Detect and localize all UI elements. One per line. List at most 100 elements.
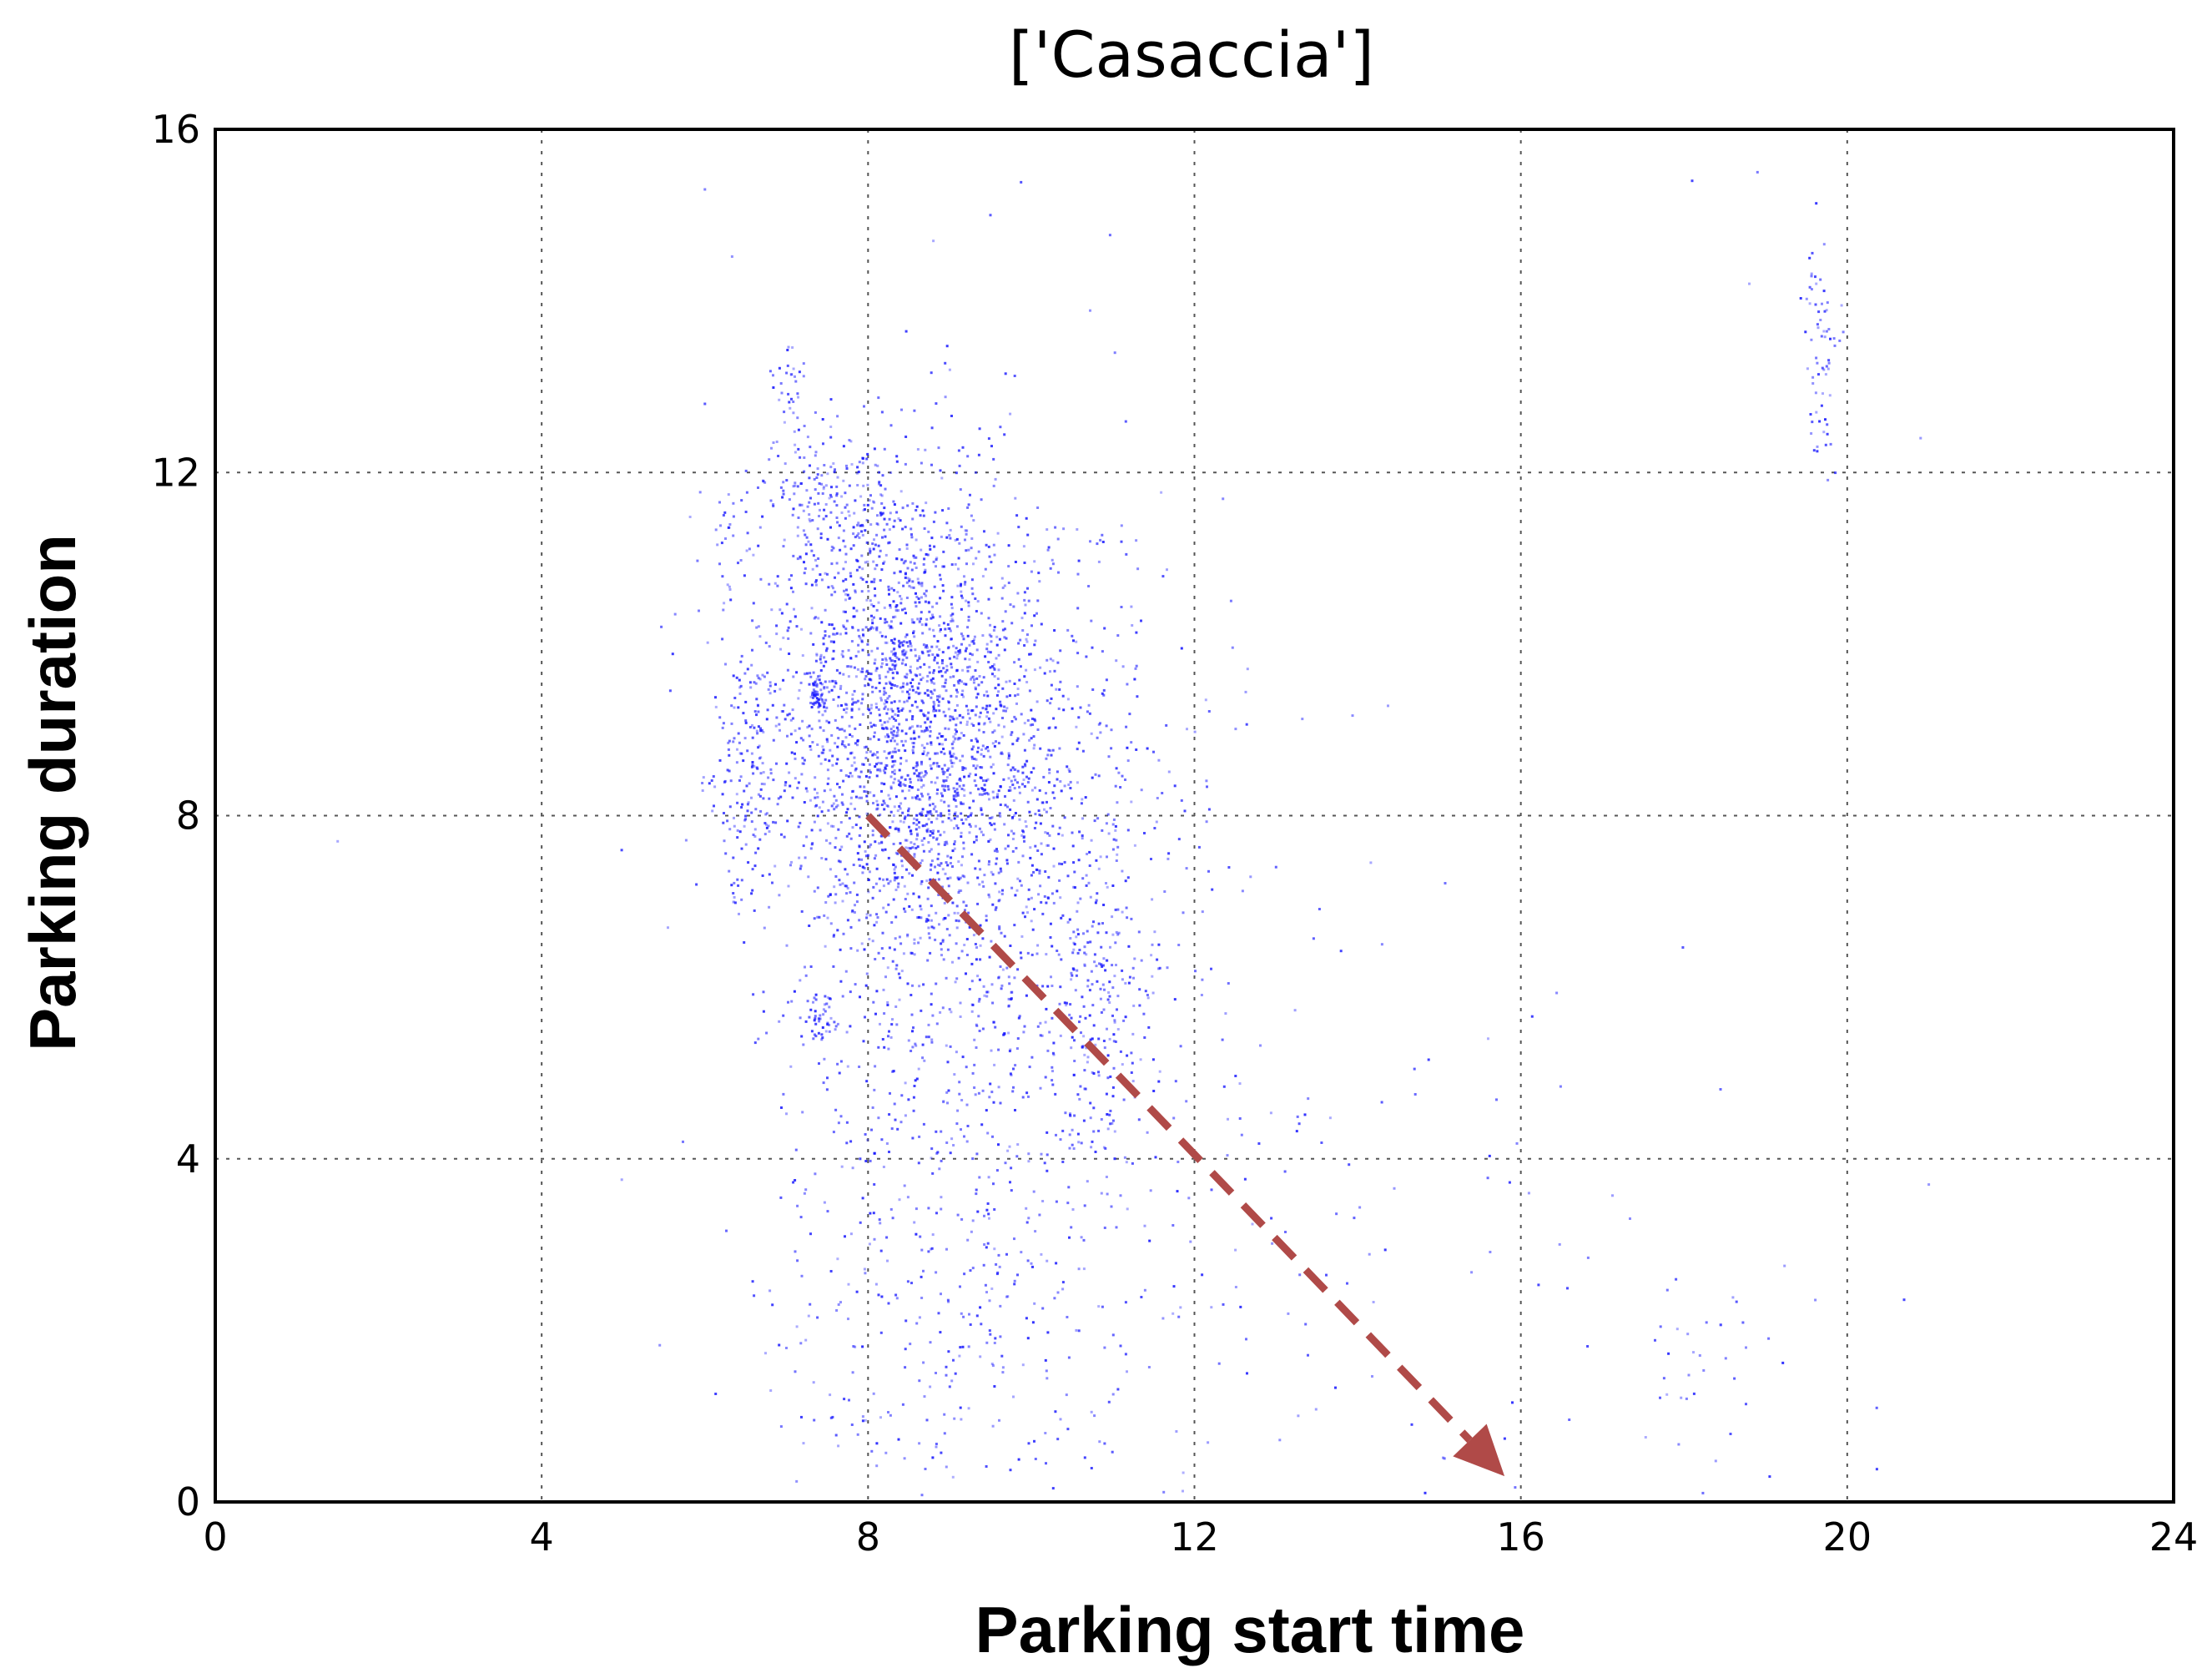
scatter-point [862,763,865,766]
scatter-point [913,855,916,859]
scatter-point [901,685,904,688]
scatter-point [1128,713,1131,716]
scatter-point [1810,338,1813,341]
scatter-point [863,840,866,844]
scatter-point [912,766,915,769]
scatter-point [850,764,854,768]
scatter-point [878,555,881,558]
scatter-point [885,621,889,623]
scatter-point [1675,1277,1678,1281]
scatter-point [1111,1450,1114,1454]
scatter-point [1053,1297,1056,1300]
scatter-point [1003,584,1006,587]
scatter-point [863,785,866,789]
scatter-point [792,717,794,720]
scatter-point [829,495,833,498]
scatter-point [907,846,910,849]
scatter-point [1099,855,1102,859]
scatter-point [733,901,737,905]
scatter-point [830,824,834,828]
scatter-point [931,677,935,680]
scatter-point [977,1091,980,1095]
scatter-point [1051,1079,1054,1082]
scatter-point [752,772,755,775]
scatter-point [1089,1038,1092,1041]
scatter-point [999,426,1002,429]
scatter-point [960,812,963,815]
scatter-point [1044,1076,1047,1079]
scatter-point [777,455,780,457]
scatter-point [861,1419,864,1423]
scatter-point [970,738,973,742]
scatter-point [1115,767,1118,770]
scatter-point [913,843,916,846]
scatter-point [829,1270,833,1272]
scatter-point [875,627,878,631]
scatter-point [897,639,900,642]
scatter-point [998,927,1001,930]
scatter-point [909,644,913,648]
scatter-point [769,499,773,502]
scatter-point [852,864,855,866]
scatter-point [840,743,844,746]
scatter-point [1320,1141,1323,1144]
scatter-point [949,862,952,864]
scatter-point [849,1232,853,1236]
scatter-point [952,718,955,721]
scatter-point [1667,1352,1670,1355]
scatter-point [832,649,835,653]
scatter-point [881,474,884,477]
scatter-point [893,503,896,506]
scatter-point [937,1312,940,1315]
scatter-point [1076,652,1080,655]
scatter-point [1804,330,1807,334]
scatter-point [788,653,791,655]
scatter-point [938,732,941,735]
scatter-point [1088,712,1091,715]
scatter-point [809,675,813,678]
scatter-point [1032,747,1035,750]
scatter-point [1037,809,1040,813]
scatter-point [1075,974,1078,977]
scatter-point [1818,420,1821,423]
scatter-point [894,865,897,869]
scatter-point [1486,1177,1489,1180]
scatter-point [958,1354,961,1358]
scatter-point [975,471,977,474]
scatter-point [1091,1037,1094,1041]
scatter-point [932,829,935,833]
scatter-point [859,577,863,580]
scatter-point [960,607,963,611]
scatter-point [957,891,960,894]
scatter-point [1108,234,1111,237]
scatter-point [913,938,916,941]
scatter-point [882,799,885,803]
scatter-point [1158,966,1161,970]
scatter-point [823,914,826,917]
scatter-point [947,1089,950,1092]
scatter-point [737,562,739,565]
scatter-point [1091,646,1094,649]
scatter-point [957,956,960,960]
scatter-point [1035,612,1038,615]
scatter-point [826,916,829,920]
scatter-point [958,542,961,545]
scatter-point [904,739,907,743]
scatter-point [945,928,949,930]
scatter-point [833,500,836,503]
scatter-point [824,649,828,653]
scatter-point [776,575,779,578]
scatter-point [846,873,849,876]
scatter-point [718,501,721,504]
scatter-point [1246,1372,1248,1375]
scatter-point [963,794,966,797]
scatter-point [892,734,895,738]
scatter-point [902,952,905,955]
scatter-point [1113,351,1116,355]
scatter-point [919,936,922,940]
scatter-point [925,742,929,745]
scatter-point [921,632,925,635]
scatter-point [809,520,812,523]
scatter-point [978,827,981,830]
scatter-point [772,503,775,506]
